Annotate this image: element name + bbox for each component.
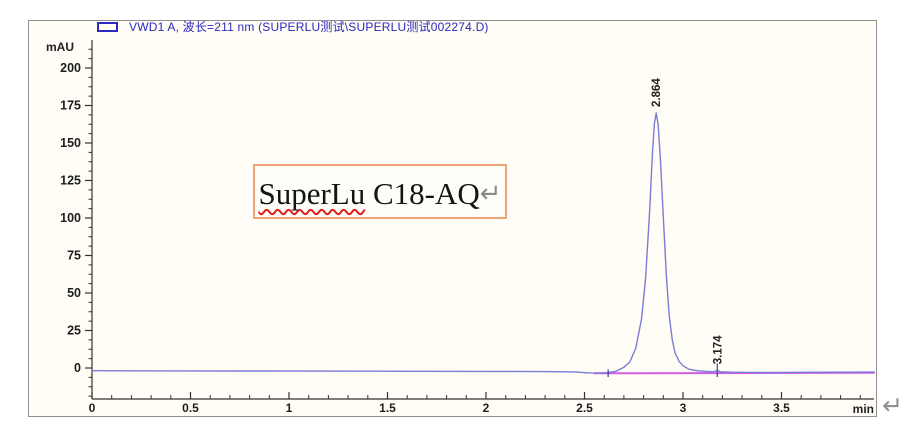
svg-text:3.5: 3.5 xyxy=(773,401,790,415)
y-axis-unit-label: mAU xyxy=(46,40,75,54)
svg-text:1.5: 1.5 xyxy=(379,401,396,415)
svg-text:3: 3 xyxy=(680,401,687,415)
svg-text:0: 0 xyxy=(89,401,96,415)
svg-text:125: 125 xyxy=(60,174,81,188)
svg-text:2: 2 xyxy=(483,401,490,415)
svg-text:1: 1 xyxy=(286,401,293,415)
svg-text:75: 75 xyxy=(67,249,81,263)
x-axis-unit-label: min xyxy=(852,402,874,416)
svg-text:3.174: 3.174 xyxy=(712,335,724,364)
paragraph-return-icon: ↵ xyxy=(479,178,502,209)
svg-text:150: 150 xyxy=(60,136,81,150)
signal-header-label: VWD1 A, 波长=211 nm (SUPERLU测试\SUPERLU测试00… xyxy=(129,20,489,34)
annotation-word-flagged: SuperLu xyxy=(258,175,366,211)
svg-text:175: 175 xyxy=(60,99,81,113)
annotation-word-rest: C18-AQ xyxy=(365,175,480,211)
signal-legend-swatch[interactable] xyxy=(97,22,118,32)
svg-text:200: 200 xyxy=(60,61,81,75)
svg-text:50: 50 xyxy=(67,286,81,300)
trailing-paragraph-return-icon: ↵ xyxy=(882,391,903,420)
svg-text:0: 0 xyxy=(74,361,81,375)
svg-text:2.864: 2.864 xyxy=(651,78,663,107)
svg-text:25: 25 xyxy=(67,324,81,338)
svg-text:100: 100 xyxy=(60,211,81,225)
column-annotation-textbox[interactable]: SuperLu C18-AQ ↵ xyxy=(253,164,507,219)
svg-text:0.5: 0.5 xyxy=(182,401,199,415)
svg-text:2.5: 2.5 xyxy=(576,401,593,415)
